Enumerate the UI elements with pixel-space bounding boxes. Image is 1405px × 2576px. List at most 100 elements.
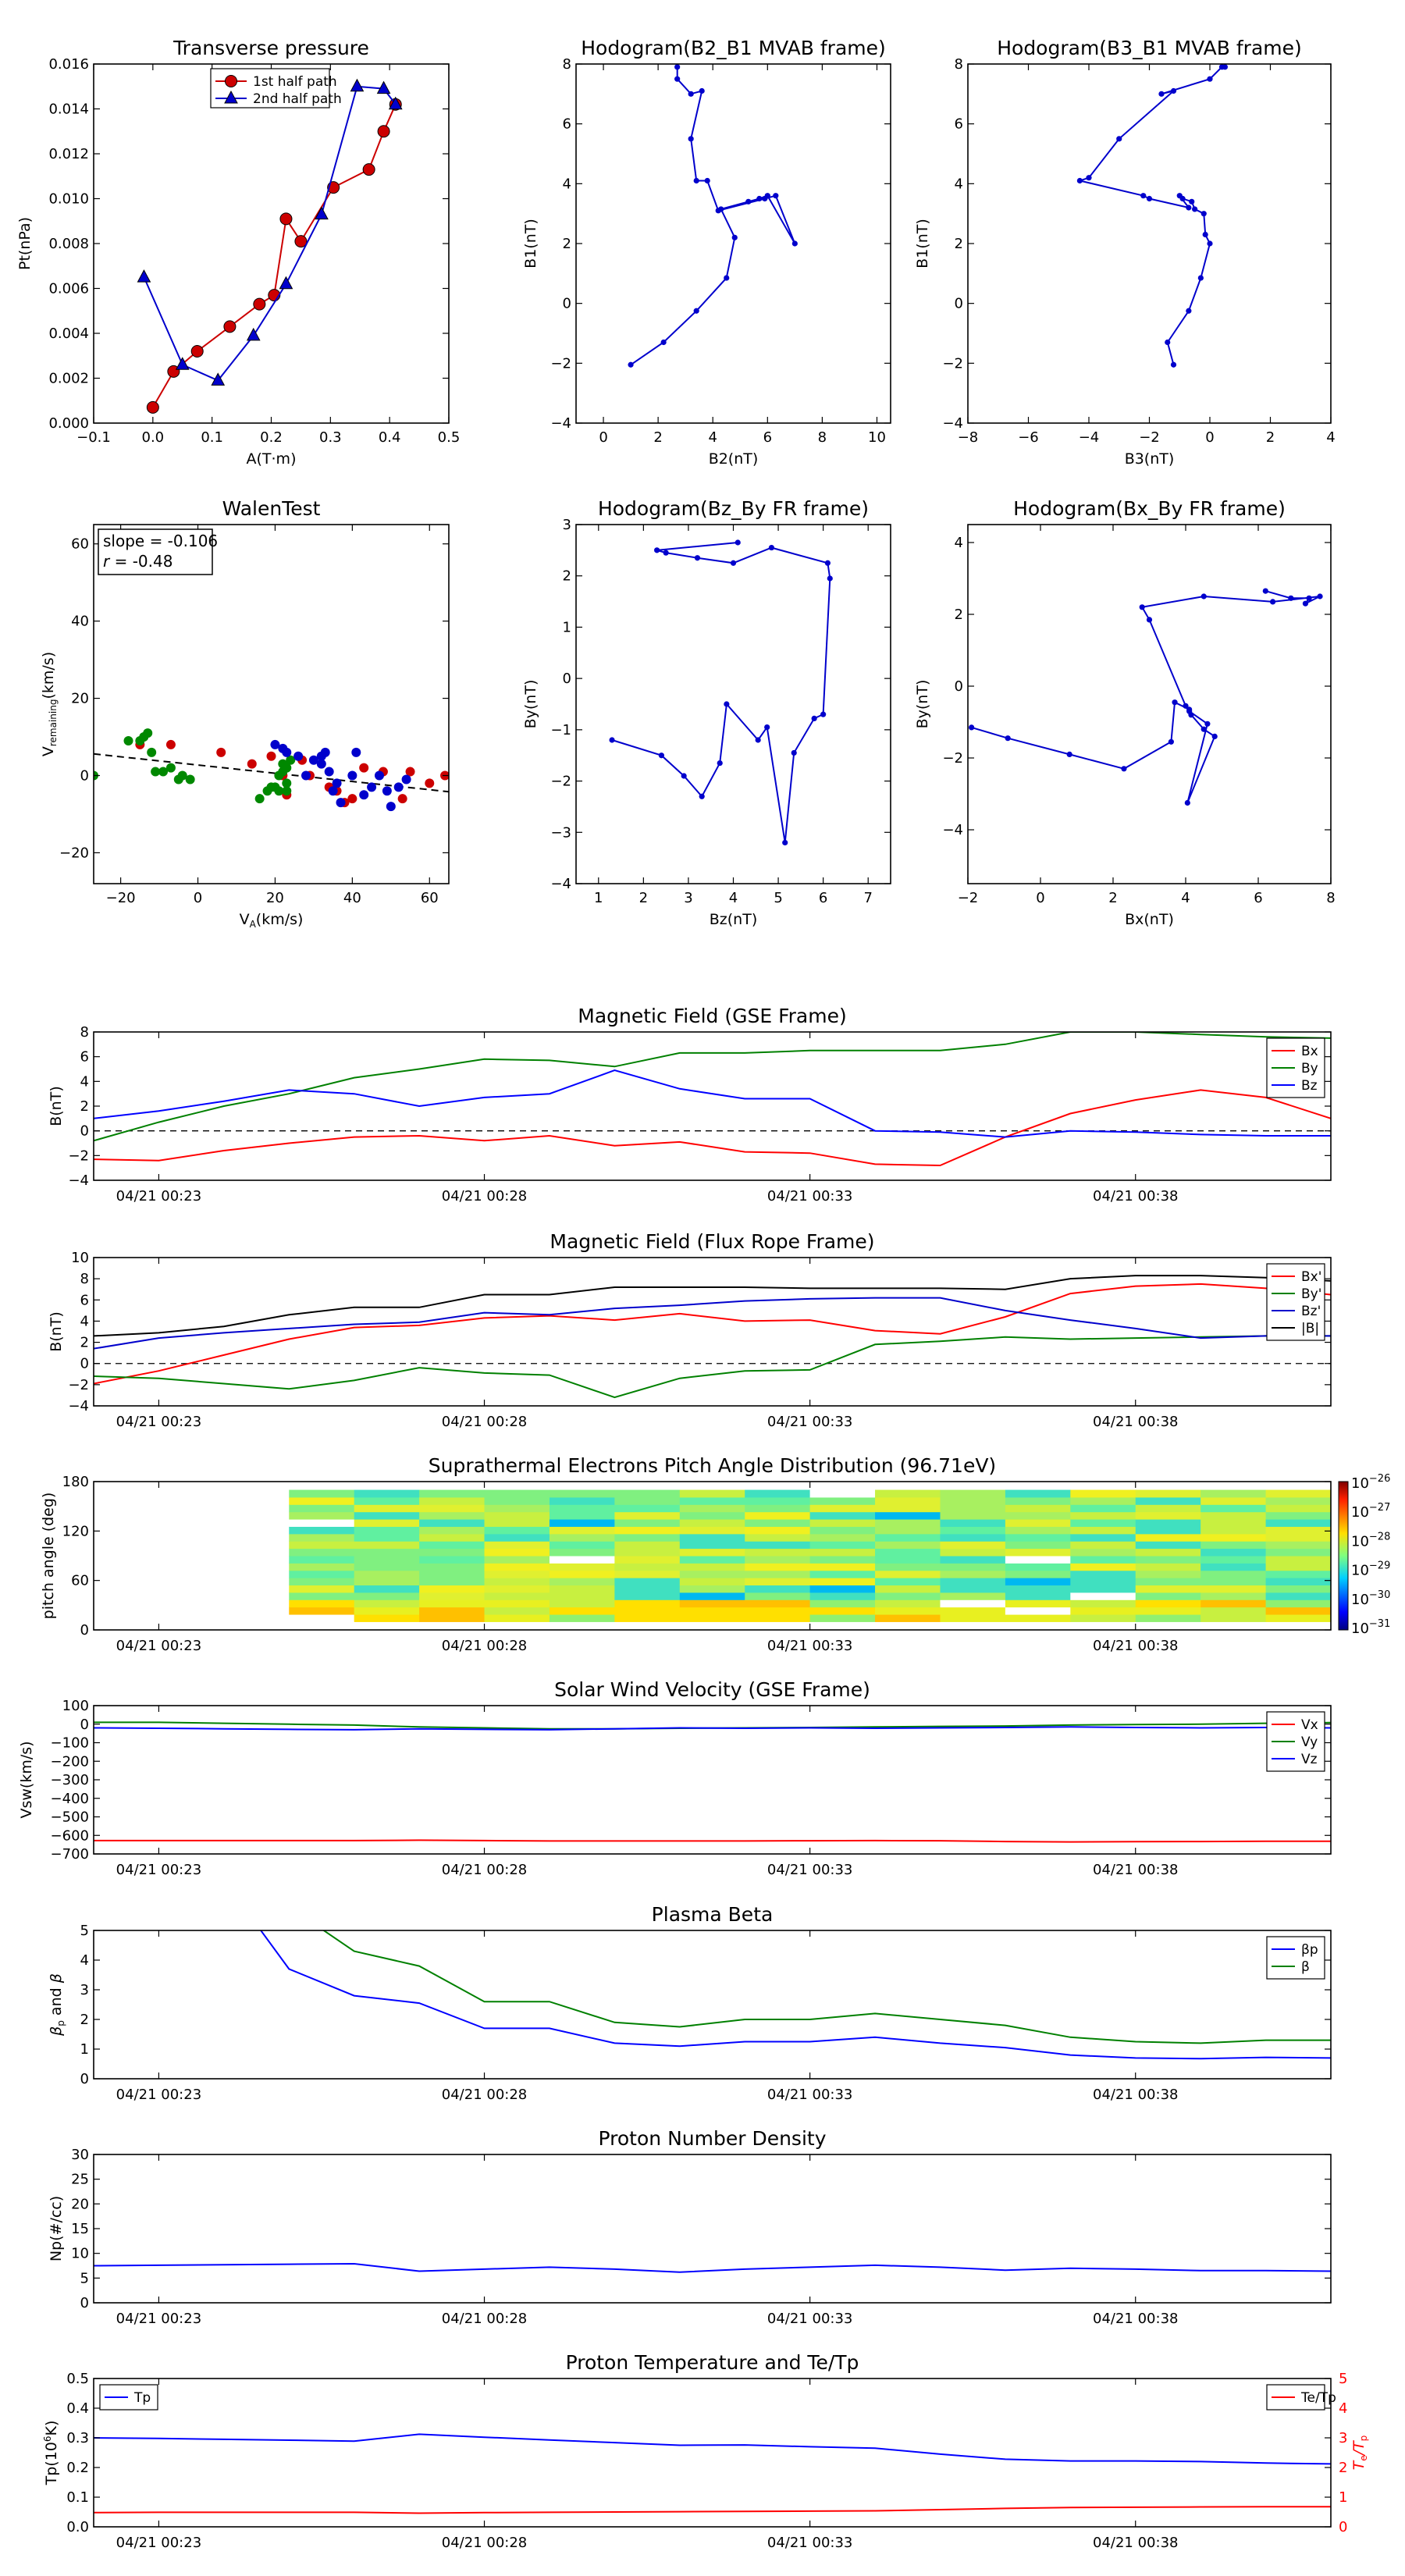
heatmap-cell: [614, 1548, 681, 1557]
x-tick-label: 40: [343, 890, 361, 906]
heatmap-cell: [1070, 1496, 1136, 1505]
heatmap-cell: [484, 1563, 550, 1571]
data-point: [225, 75, 237, 87]
heatmap-cell: [1005, 1585, 1071, 1593]
heatmap-cell: [1070, 1563, 1136, 1571]
data-point: [165, 739, 176, 749]
heatmap-cell: [549, 1599, 615, 1608]
legend-label: β: [1301, 1959, 1310, 1975]
heatmap-cell: [940, 1548, 1006, 1557]
y-tick-label: 1: [563, 619, 571, 635]
heatmap-cell: [1135, 1578, 1201, 1586]
x-tick-label: 0: [599, 429, 607, 446]
heatmap-cell: [1265, 1519, 1332, 1527]
heatmap-cell: [354, 1606, 420, 1615]
chart-temp: Proton Temperature and Te/Tp 04/21 00:23 0…: [42, 2351, 1369, 2551]
y-tick-label: −3: [550, 824, 571, 841]
x-tick-label: 04/21 00:33: [767, 1862, 852, 1878]
x-tick-label: 6: [763, 429, 772, 446]
data-point: [308, 755, 318, 765]
heatmap-cell: [940, 1563, 1006, 1571]
data-point: [347, 794, 357, 804]
y-axis-label: Vremaining(km/s): [40, 652, 59, 756]
data-point: [146, 400, 159, 414]
data-point: [1146, 195, 1153, 202]
heatmap-cell: [1070, 1533, 1136, 1542]
heatmap-cell: [484, 1614, 550, 1622]
series-line: [94, 1726, 1331, 1731]
heatmap-cell: [1005, 1533, 1071, 1542]
data-point: [135, 735, 145, 745]
heatmap-cell: [484, 1592, 550, 1600]
heatmap-cell: [1265, 1533, 1332, 1542]
heatmap-cell: [1005, 1556, 1071, 1564]
data-point: [1270, 599, 1276, 605]
legend-label: Vx: [1301, 1717, 1318, 1733]
y-axis-label: Tp(106K): [42, 2421, 60, 2486]
data-point: [374, 770, 384, 781]
heatmap-cell: [354, 1541, 420, 1550]
plot-title: Hodogram(B2_B1 MVAB frame): [581, 37, 886, 59]
heatmap-cell: [419, 1511, 486, 1520]
heatmap-cell: [1005, 1511, 1071, 1520]
data-point: [1186, 708, 1193, 714]
series-line: [94, 2506, 1331, 2514]
y-tick-label: 6: [80, 1292, 89, 1308]
heatmap-cell: [549, 1563, 615, 1571]
y-tick-label: −200: [51, 1753, 89, 1770]
y-tick-label: 0.002: [48, 371, 89, 387]
heatmap-cell: [809, 1585, 876, 1593]
heatmap-cell: [809, 1541, 876, 1550]
heatmap-cell: [809, 1504, 876, 1513]
x-tick-label: 4: [1326, 429, 1335, 446]
heatmap-cell: [484, 1556, 550, 1564]
heatmap-cell: [419, 1592, 486, 1600]
heatmap-cell: [679, 1533, 745, 1542]
data-point: [359, 763, 369, 773]
data-point: [756, 195, 763, 202]
heatmap-cell: [1070, 1599, 1136, 1608]
data-point: [1200, 726, 1207, 732]
heatmap-cell: [1200, 1504, 1267, 1513]
data-point: [274, 786, 284, 796]
series-line: [94, 1839, 1331, 1843]
chart-h3: Hodogram(Bz_By FR frame) 1 2 3 4 5 6 7 −4 −3 −2 −1 0…: [522, 497, 891, 928]
data-point: [654, 547, 660, 553]
heatmap-cell: [679, 1556, 745, 1564]
plot-area: [94, 1032, 1331, 1167]
x-tick-label: 04/21 00:33: [767, 2535, 852, 2551]
plot-title: Proton Number Density: [599, 2127, 827, 2150]
x-tick-label: 04/21 00:33: [767, 2311, 852, 2327]
heatmap-cell: [484, 1489, 550, 1498]
y-right-tick-label: 3: [1339, 2430, 1347, 2446]
heatmap-cell: [289, 1526, 355, 1535]
heatmap-cell: [1070, 1578, 1136, 1586]
y-tick-label: −20: [59, 845, 89, 861]
x-tick-label: 04/21 00:33: [767, 1638, 852, 1654]
heatmap-cell: [484, 1519, 550, 1527]
heatmap-cell: [549, 1496, 615, 1505]
series-line: [94, 1297, 1331, 1350]
x-tick-label: 04/21 00:28: [442, 2535, 527, 2551]
heatmap-cell: [745, 1548, 811, 1557]
x-tick-label: 1: [594, 890, 603, 906]
y-right-tick-label: 0: [1339, 2519, 1347, 2535]
x-tick-label: 04/21 00:23: [116, 1188, 201, 1204]
heatmap-cell: [614, 1570, 681, 1578]
heatmap-cell: [745, 1592, 811, 1600]
x-tick-label: 04/21 00:38: [1093, 1638, 1178, 1654]
heatmap-cell: [745, 1511, 811, 1520]
heatmap-cell: [745, 1563, 811, 1571]
heatmap-cell: [1265, 1548, 1332, 1557]
x-tick-label: −6: [1018, 429, 1039, 446]
heatmap-cell: [679, 1578, 745, 1586]
heatmap-cell: [549, 1511, 615, 1520]
y-tick-label: 0: [955, 296, 963, 312]
heatmap-cell: [745, 1519, 811, 1527]
data-point: [165, 763, 176, 773]
x-tick-label: −20: [106, 890, 136, 906]
heatmap-cell: [809, 1533, 876, 1542]
heatmap-cell: [1070, 1489, 1136, 1498]
colorbar-label: 10−28: [1351, 1531, 1390, 1550]
y-axis-label: B(nT): [48, 1086, 65, 1126]
